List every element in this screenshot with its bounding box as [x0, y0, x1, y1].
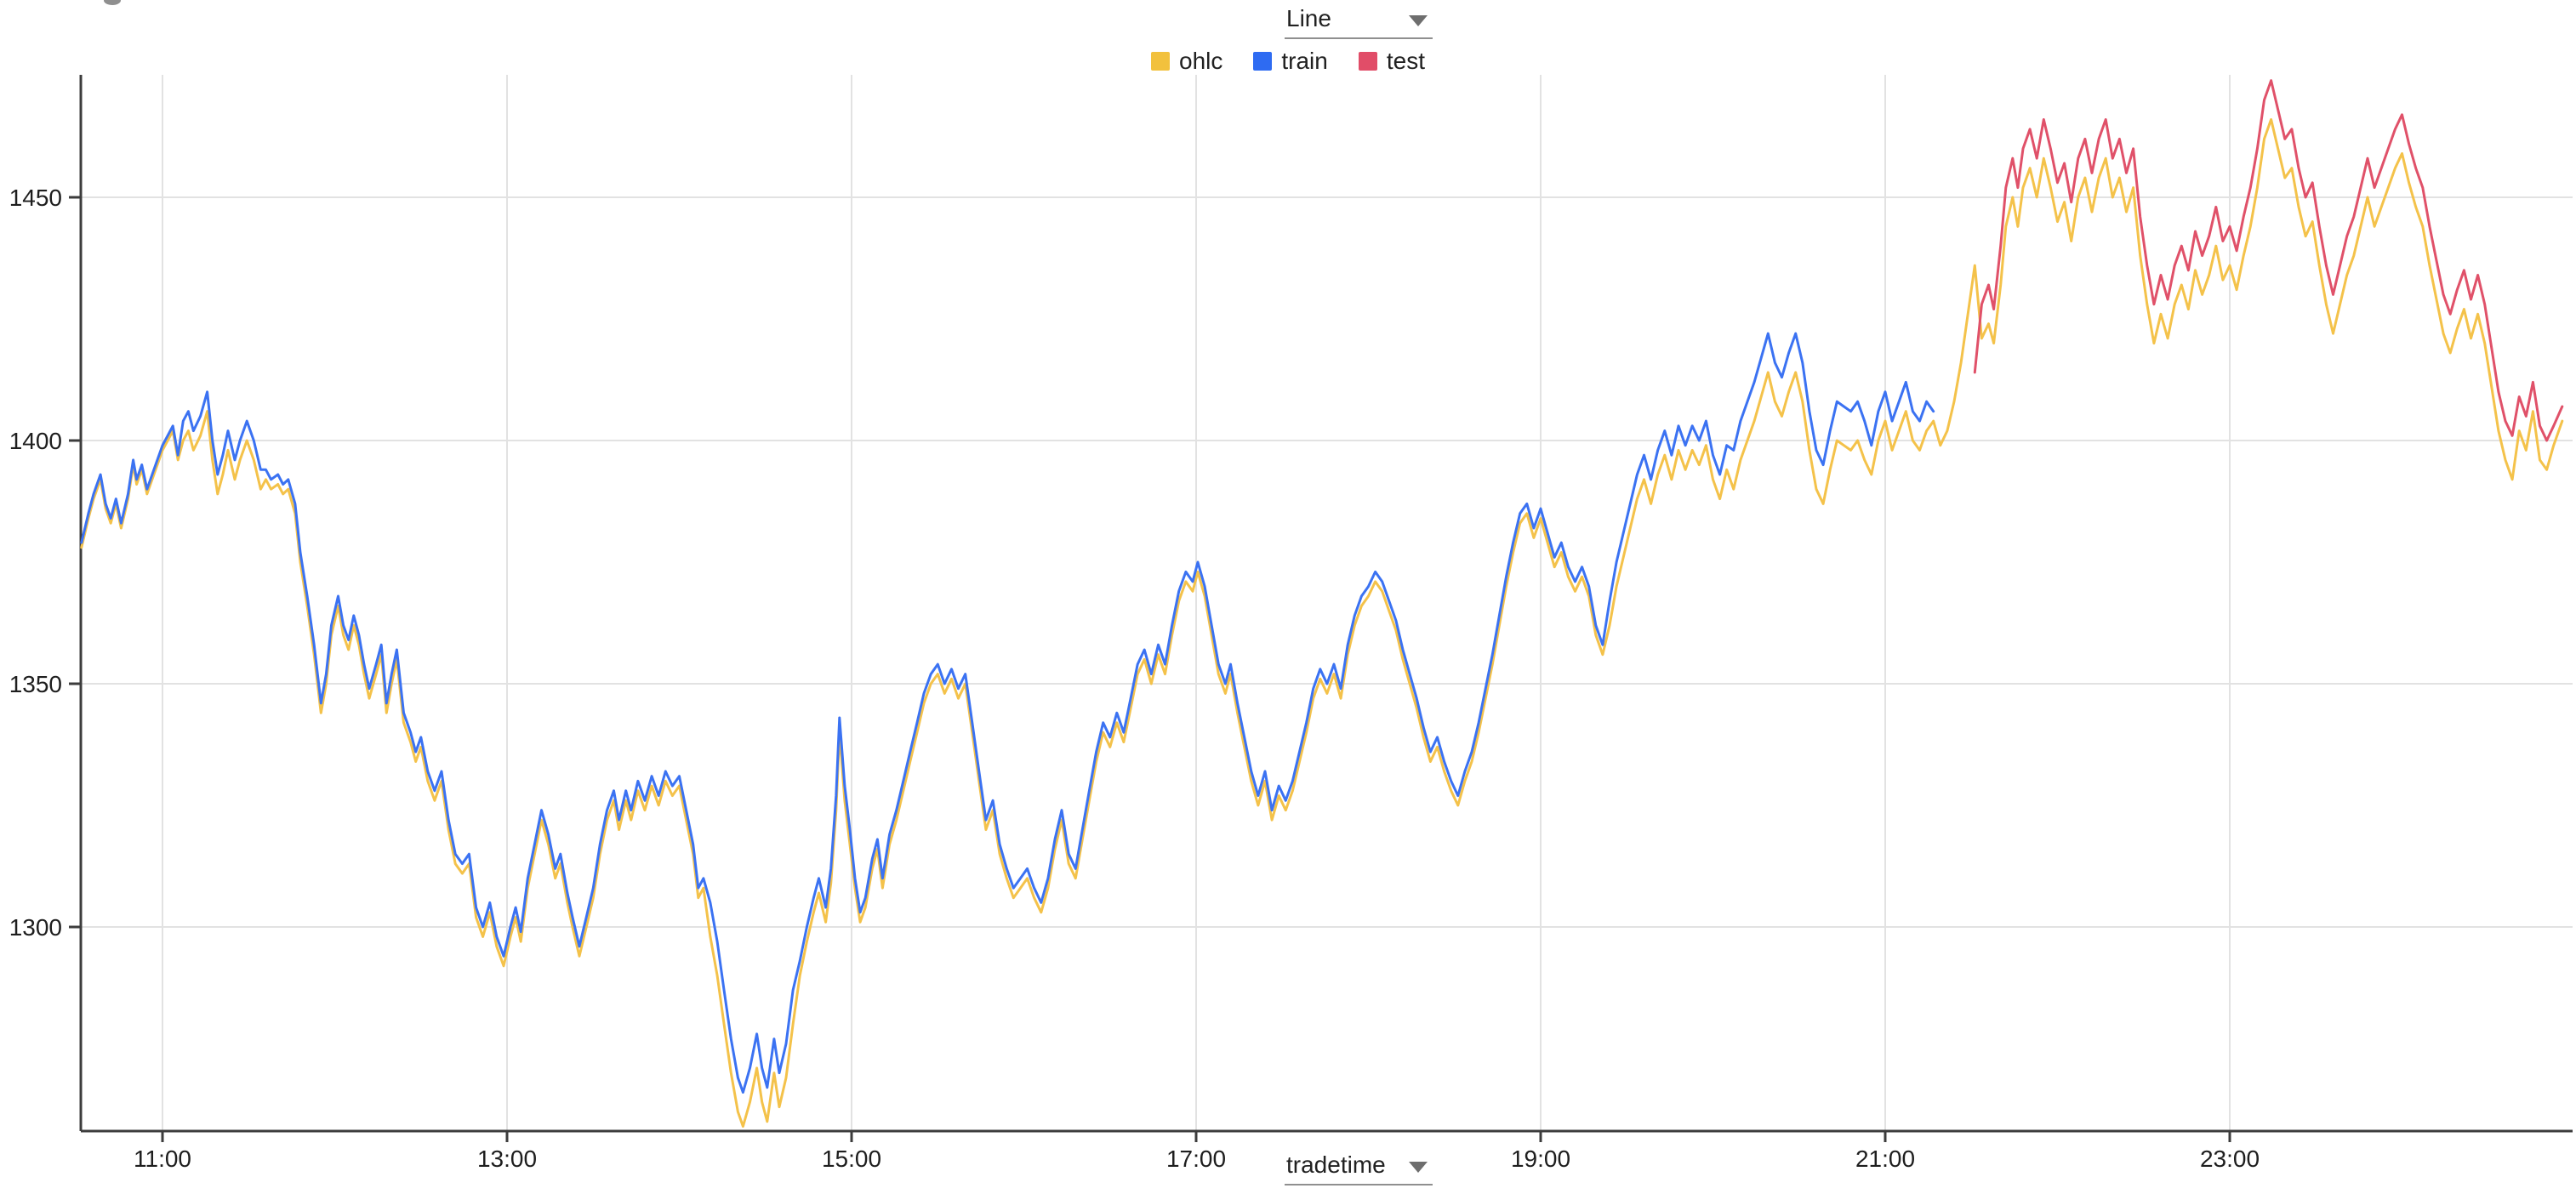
y-tick-label: 1400	[9, 428, 62, 454]
y-axis-select-value: Line	[1286, 5, 1331, 31]
x-tick-label: 23:00	[2200, 1146, 2260, 1172]
x-axis-select-value: tradetime	[1286, 1151, 1386, 1178]
legend: ohlc train test	[0, 48, 2576, 75]
legend-swatch-ohlc	[1151, 52, 1170, 71]
legend-label: train	[1281, 48, 1328, 74]
legend-swatch-test	[1358, 52, 1377, 71]
series-line-train	[80, 332, 1935, 1094]
y-tick-label: 1450	[9, 185, 62, 211]
y-tick-label: 1350	[9, 671, 62, 697]
series-line-ohlc	[80, 118, 2564, 1128]
series-line-test	[1973, 79, 2564, 442]
x-tick-label: 17:00	[1166, 1146, 1226, 1172]
legend-item-test: test	[1358, 48, 1425, 75]
y-tick-label: 1300	[9, 914, 62, 941]
legend-swatch-train	[1253, 52, 1273, 71]
legend-item-ohlc: ohlc	[1151, 48, 1222, 75]
x-axis-select[interactable]: tradetime	[1285, 1148, 1433, 1185]
x-tick-label: 11:00	[134, 1146, 191, 1172]
chevron-down-icon	[1409, 1162, 1428, 1173]
x-tick-label: 15:00	[822, 1146, 881, 1172]
legend-label: test	[1386, 48, 1425, 74]
legend-item-train: train	[1253, 48, 1328, 75]
x-tick-label: 13:00	[477, 1146, 537, 1172]
x-tick-label: 21:00	[1855, 1146, 1915, 1172]
chevron-down-icon	[1409, 15, 1428, 26]
legend-label: ohlc	[1179, 48, 1223, 74]
x-tick-label: 19:00	[1511, 1146, 1570, 1172]
clipped-ui-fragment	[104, 0, 121, 5]
y-axis-select[interactable]: Line	[1285, 2, 1433, 39]
